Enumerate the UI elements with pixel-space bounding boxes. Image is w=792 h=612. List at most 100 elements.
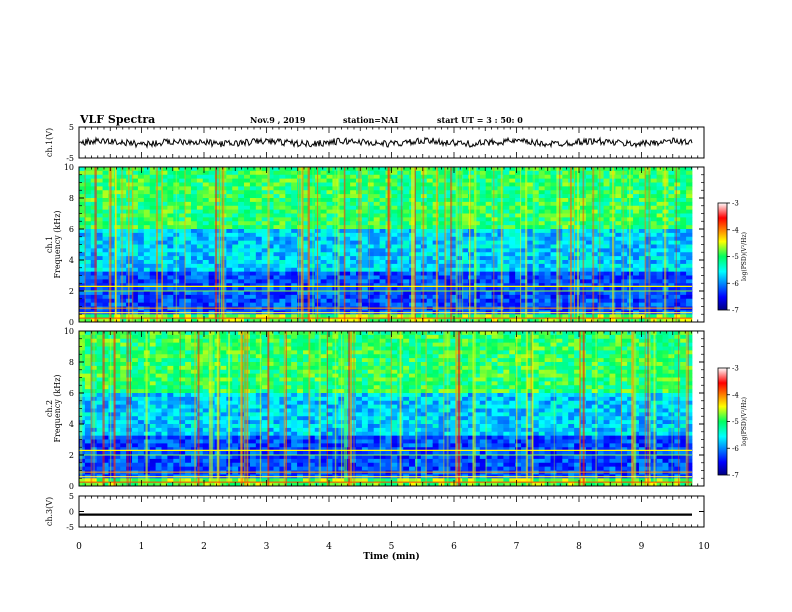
- spectrogram-cell: [137, 408, 145, 413]
- spectrogram-cell: [621, 229, 628, 234]
- spectrogram-cell: [102, 178, 109, 183]
- spectrogram-cell: [414, 182, 422, 187]
- spectrogram-cell: [562, 263, 569, 269]
- spectrogram-cell: [255, 182, 263, 187]
- spectrogram-cell: [491, 291, 498, 296]
- spectrogram-cell: [491, 225, 498, 230]
- spectrogram-cell: [267, 167, 274, 172]
- spectrogram-cell: [302, 198, 310, 203]
- spectrogram-cell: [515, 178, 522, 183]
- spectrogram-cell: [179, 240, 186, 245]
- spectrogram-cell: [532, 318, 540, 323]
- spectrogram-cell: [185, 373, 192, 378]
- spectrogram-cell: [585, 198, 593, 203]
- spectrogram-cell: [196, 240, 204, 245]
- spectrogram-cell: [509, 167, 516, 172]
- spectrogram-cell: [102, 338, 109, 344]
- spectrogram-cell: [361, 291, 369, 296]
- spectrogram-cell: [185, 291, 192, 296]
- spectrogram-cell: [137, 209, 145, 214]
- spectrogram-cell: [456, 205, 463, 211]
- spectrogram-cell: [308, 225, 316, 230]
- spectrogram-cell: [597, 302, 604, 307]
- spectrogram-cell: [426, 167, 434, 172]
- spectrogram-cell: [84, 271, 92, 276]
- spectrogram-cell: [680, 252, 687, 257]
- spectrogram-cell: [397, 225, 404, 230]
- spectrogram-cell: [550, 287, 557, 292]
- spectrogram-cell: [179, 182, 186, 187]
- spectrogram-cell: [432, 236, 439, 242]
- spectrogram-cell: [403, 240, 410, 245]
- spectrogram-cell: [621, 240, 628, 245]
- spectrogram-cell: [585, 182, 593, 187]
- spectrogram-cell: [603, 209, 610, 214]
- spectrogram-cell: [185, 174, 192, 180]
- spectrogram-cell: [503, 291, 510, 296]
- spectrogram-cell: [591, 283, 599, 288]
- spectrogram-cell: [521, 217, 528, 222]
- spectrogram-cell: [597, 167, 604, 172]
- spectrogram-cell: [196, 190, 204, 195]
- spectrogram-cell: [137, 225, 145, 230]
- spectrogram-cell: [344, 213, 351, 218]
- spectrogram-cell: [155, 271, 162, 276]
- spectrogram-cell: [161, 294, 168, 300]
- spectrogram-cell: [167, 393, 174, 398]
- spectrogram-cell: [650, 221, 658, 226]
- spectrogram-cell: [202, 248, 210, 253]
- spectrogram-cell: [468, 302, 475, 307]
- spectrogram-cell: [344, 283, 351, 288]
- spectrogram-cell: [267, 298, 274, 304]
- spectrogram-cell: [196, 267, 204, 273]
- spectrogram-cell: [96, 431, 103, 437]
- spectrogram-cell: [155, 302, 162, 307]
- spectrogram-cell: [361, 217, 369, 222]
- spectrogram-cell: [84, 174, 92, 180]
- spectrogram-cell: [515, 170, 522, 176]
- spectrogram-cell: [338, 240, 345, 245]
- spectrogram-cell: [438, 306, 445, 311]
- spectrogram-cell: [497, 260, 504, 265]
- spectrogram-cell: [196, 306, 204, 311]
- spectrogram-cell: [438, 302, 445, 307]
- spectrogram-cell: [279, 291, 286, 296]
- spectrogram-cell: [79, 217, 86, 222]
- spectrogram-cell: [503, 271, 510, 276]
- spectrogram-cell: [90, 306, 98, 311]
- spectrogram-cell: [214, 252, 221, 257]
- spectrogram-cell: [84, 400, 92, 406]
- spectrogram-cell: [432, 232, 439, 238]
- spectrogram-cell: [161, 229, 168, 234]
- spectrogram-cell: [585, 186, 593, 191]
- spectrogram-cell: [350, 287, 357, 292]
- spectrogram-cell: [108, 470, 115, 475]
- spectrogram-cell: [179, 396, 186, 402]
- spectrogram-cell: [90, 182, 98, 187]
- spectrogram-cell: [173, 381, 180, 386]
- spectrogram-cell: [379, 318, 386, 323]
- spectrogram-cell: [120, 314, 127, 319]
- spectrogram-cell: [562, 167, 569, 172]
- spectrogram-cell: [232, 209, 239, 214]
- spectrogram-cell: [515, 167, 522, 172]
- spectrogram-cell: [102, 170, 109, 176]
- spectrogram-cell: [485, 209, 492, 214]
- spectrogram-cell: [473, 283, 481, 288]
- spectrogram-cell: [161, 451, 168, 456]
- spectrogram-cell: [120, 431, 127, 437]
- spectrogram-cell: [503, 314, 510, 319]
- spectrogram-cell: [491, 232, 498, 238]
- spectrogram-cell: [114, 373, 121, 378]
- spectrogram-cell: [190, 201, 198, 207]
- spectrogram-cell: [473, 291, 481, 296]
- spectrogram-cell: [120, 240, 127, 245]
- spectrogram-cell: [202, 194, 210, 199]
- spectrogram-cell: [538, 244, 546, 249]
- spectrogram-cell: [96, 424, 103, 429]
- spectrogram-cell: [84, 240, 92, 245]
- spectrogram-cell: [674, 236, 681, 242]
- spectrogram-cell: [238, 182, 245, 187]
- spectrogram-cell: [126, 358, 133, 363]
- spectrogram-cell: [185, 338, 192, 344]
